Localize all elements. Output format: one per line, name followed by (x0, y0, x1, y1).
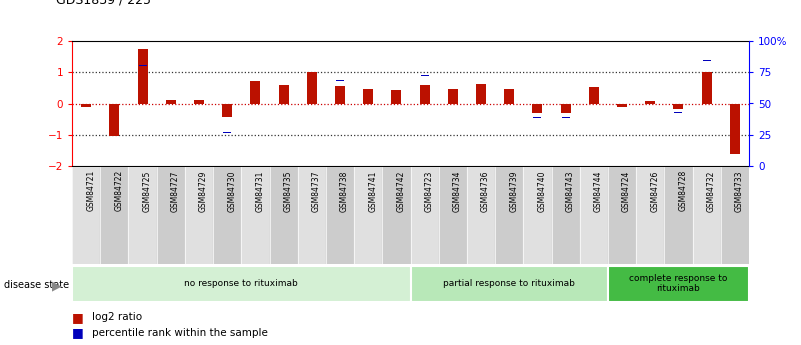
Bar (420, 86, 429, 104)
Text: GSM84736: GSM84736 (481, 170, 490, 212)
Bar (382, 167, 411, 264)
Text: percentile rank within the sample: percentile rank within the sample (92, 328, 268, 338)
Bar (562, 117, 570, 118)
Text: GSM84739: GSM84739 (509, 170, 518, 212)
Text: GSM84740: GSM84740 (537, 170, 546, 212)
Bar (128, 167, 157, 264)
Bar (608, 167, 636, 264)
Bar (241, 167, 269, 264)
Text: GSM84721: GSM84721 (87, 170, 95, 211)
Text: complete response to
rituximab: complete response to rituximab (630, 274, 727, 294)
Bar (72, 266, 411, 302)
Bar (421, 75, 429, 76)
Text: GSM84742: GSM84742 (396, 170, 405, 211)
Text: GSM84727: GSM84727 (171, 170, 179, 211)
Bar (589, 87, 599, 104)
Bar (467, 167, 495, 264)
Bar (646, 101, 655, 104)
Bar (194, 100, 204, 104)
Text: GSM84737: GSM84737 (312, 170, 321, 212)
Text: disease state: disease state (4, 280, 69, 290)
Text: GSM84733: GSM84733 (735, 170, 744, 212)
Bar (674, 104, 683, 109)
Text: GSM84730: GSM84730 (227, 170, 236, 212)
Text: GSM84744: GSM84744 (594, 170, 603, 212)
Text: GSM84738: GSM84738 (340, 170, 349, 211)
Text: ■: ■ (72, 326, 84, 339)
Bar (495, 167, 523, 264)
Text: GDS1839 / 225: GDS1839 / 225 (56, 0, 151, 7)
Text: partial response to rituximab: partial response to rituximab (443, 279, 575, 288)
Text: GSM84726: GSM84726 (650, 170, 659, 211)
Bar (223, 132, 231, 133)
Bar (617, 104, 627, 107)
Bar (307, 72, 316, 103)
Bar (326, 167, 354, 264)
Bar (139, 65, 147, 66)
Bar (279, 86, 288, 104)
Text: GSM84725: GSM84725 (143, 170, 151, 211)
Text: GSM84732: GSM84732 (706, 170, 715, 211)
Bar (533, 104, 542, 114)
Bar (730, 104, 740, 154)
Text: GSM84734: GSM84734 (453, 170, 462, 212)
Text: GSM84735: GSM84735 (284, 170, 292, 212)
Text: GSM84743: GSM84743 (566, 170, 574, 212)
Bar (222, 104, 232, 117)
Bar (81, 104, 91, 107)
Bar (674, 112, 682, 113)
Bar (702, 72, 711, 104)
Bar (269, 167, 298, 264)
Bar (448, 89, 457, 104)
Bar (100, 167, 128, 264)
Bar (354, 167, 382, 264)
Bar (185, 167, 213, 264)
Bar (251, 81, 260, 103)
Bar (298, 167, 326, 264)
Bar (411, 266, 608, 302)
Bar (636, 167, 664, 264)
Text: GSM84723: GSM84723 (425, 170, 433, 211)
Text: GSM84724: GSM84724 (622, 170, 631, 211)
Bar (335, 87, 345, 104)
Text: ■: ■ (72, 311, 84, 324)
Text: GSM84741: GSM84741 (368, 170, 377, 211)
Bar (552, 167, 580, 264)
Text: ▶: ▶ (52, 279, 62, 292)
Bar (138, 49, 147, 104)
Bar (523, 167, 552, 264)
Bar (157, 167, 185, 264)
Bar (110, 104, 119, 136)
Bar (439, 167, 467, 264)
Bar (664, 167, 693, 264)
Bar (608, 266, 749, 302)
Bar (533, 117, 541, 118)
Bar (476, 84, 486, 103)
Text: GSM84728: GSM84728 (678, 170, 687, 211)
Bar (580, 167, 608, 264)
Bar (213, 167, 241, 264)
Bar (505, 89, 514, 104)
Text: GSM84731: GSM84731 (256, 170, 264, 211)
Bar (721, 167, 749, 264)
Bar (411, 167, 439, 264)
Bar (392, 90, 401, 104)
Bar (364, 85, 372, 86)
Bar (561, 104, 570, 114)
Bar (72, 167, 100, 264)
Bar (702, 60, 710, 61)
Text: GSM84722: GSM84722 (115, 170, 123, 211)
Bar (166, 100, 175, 104)
Text: no response to rituximab: no response to rituximab (184, 279, 298, 288)
Bar (364, 89, 373, 104)
Text: GSM84729: GSM84729 (199, 170, 208, 211)
Text: log2 ratio: log2 ratio (92, 313, 143, 322)
Bar (693, 167, 721, 264)
